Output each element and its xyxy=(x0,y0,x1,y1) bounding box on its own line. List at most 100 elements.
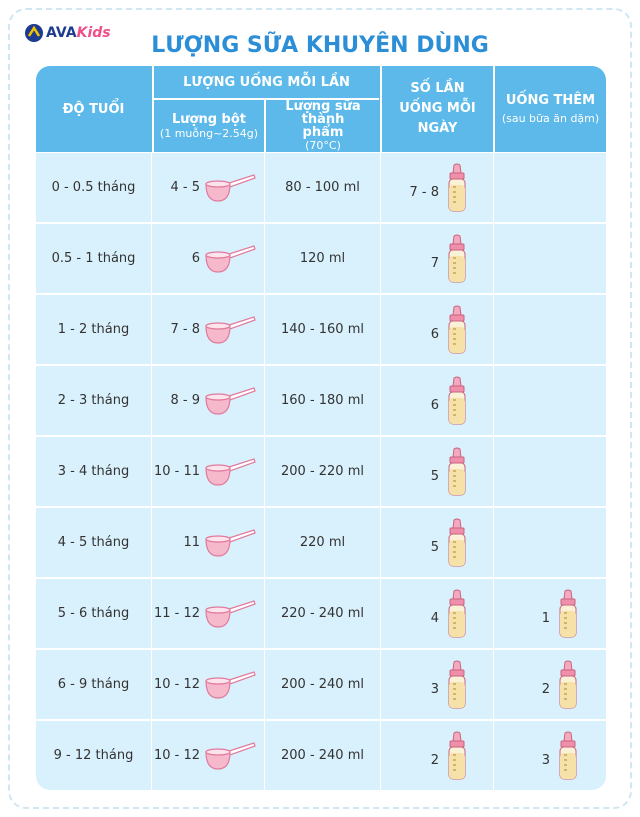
cell-bg xyxy=(265,437,380,506)
header-extra-text: UỐNG THÊM xyxy=(505,93,596,108)
feeds: 3 xyxy=(430,682,439,697)
feeds: 6 xyxy=(430,398,439,413)
milk: 160 - 180 ml xyxy=(281,393,364,408)
cell-bg xyxy=(494,295,606,364)
extra: 3 xyxy=(541,753,550,768)
feeds: 5 xyxy=(430,469,439,484)
cell-bg xyxy=(494,508,606,577)
bottle xyxy=(445,518,469,568)
header-milk-text: Lượng sữa thành phẩm xyxy=(285,99,361,140)
feeds-cell: 6 xyxy=(381,295,493,364)
scoop xyxy=(204,172,256,204)
milk: 120 ml xyxy=(299,251,346,266)
scoop xyxy=(204,669,256,701)
bottle-icon xyxy=(448,376,466,424)
cell-bg xyxy=(381,224,493,293)
powder: 4 - 5 xyxy=(170,180,201,195)
cell-bg xyxy=(36,295,151,364)
logo: AVA Kids xyxy=(24,22,111,44)
cell-bg xyxy=(265,579,380,648)
powder-cell: 4 - 5 xyxy=(152,153,264,222)
scoop xyxy=(204,314,256,346)
cell-bg xyxy=(381,437,493,506)
scoop xyxy=(204,385,256,417)
header-age: ĐỘ TUỔI xyxy=(62,101,125,117)
feeds-cell: 2 xyxy=(381,721,493,790)
scoop-icon xyxy=(205,315,256,344)
powder: 8 - 9 xyxy=(170,393,201,408)
powder-cell: 11 - 12 xyxy=(152,579,264,648)
bottle xyxy=(445,447,469,497)
scoop-icon xyxy=(205,670,256,699)
cell-bg xyxy=(381,508,493,577)
feeds: 2 xyxy=(430,753,439,768)
cell-bg xyxy=(265,721,380,790)
bottle-icon xyxy=(448,447,466,495)
cell-bg xyxy=(36,721,151,790)
powder-cell: 7 - 8 xyxy=(152,295,264,364)
powder: 10 - 11 xyxy=(153,464,200,479)
feeds-cell: 4 xyxy=(381,579,493,648)
extra: 2 xyxy=(541,682,550,697)
cell-bg xyxy=(494,721,606,790)
milk: 200 - 240 ml xyxy=(281,748,364,763)
feeds: 5 xyxy=(430,540,439,555)
header-powder-text: Lượng bột xyxy=(171,112,246,127)
age: 1 - 2 tháng xyxy=(57,322,130,337)
bottle xyxy=(445,731,469,781)
scoop-icon xyxy=(205,386,256,415)
feeds: 7 xyxy=(430,256,439,271)
extra-cell: 3 xyxy=(494,721,606,790)
scoop-icon xyxy=(205,528,256,557)
bottle-icon xyxy=(448,660,466,708)
header-extra: UỐNG THÊM (sau bữa ăn dặm) xyxy=(493,66,606,152)
feeds-cell: 6 xyxy=(381,366,493,435)
milk: 200 - 240 ml xyxy=(281,677,364,692)
cell-bg xyxy=(494,366,606,435)
extra-cell: 2 xyxy=(494,650,606,719)
logo-sub: Kids xyxy=(76,25,111,41)
powder: 7 - 8 xyxy=(170,322,201,337)
age: 0.5 - 1 tháng xyxy=(51,251,136,266)
logo-icon xyxy=(25,24,43,42)
powder: 10 - 12 xyxy=(153,677,200,692)
scoop xyxy=(204,740,256,772)
feeds-cell: 5 xyxy=(381,508,493,577)
bottle xyxy=(445,163,469,213)
logo-brand: AVA xyxy=(46,25,77,41)
scoop xyxy=(204,456,256,488)
scoop-icon xyxy=(205,599,256,628)
bottle xyxy=(556,731,580,781)
header-milk: Lượng sữa thành phẩm (70°C) xyxy=(264,100,380,152)
header-powder: Lượng bột (1 muỗng~2.54g) xyxy=(152,100,264,152)
cell-bg xyxy=(265,508,380,577)
milk: 80 - 100 ml xyxy=(285,180,360,195)
bottle xyxy=(445,589,469,639)
cell-bg xyxy=(36,650,151,719)
scoop xyxy=(204,243,256,275)
cell-bg xyxy=(494,650,606,719)
cell-bg xyxy=(494,224,606,293)
scoop-icon xyxy=(205,244,256,273)
cell-bg xyxy=(265,224,380,293)
feeds-cell: 3 xyxy=(381,650,493,719)
header-feeds: SỐ LẦN UỐNG MỖI NGÀY xyxy=(380,66,493,152)
header-bg xyxy=(36,66,606,152)
powder-cell: 8 - 9 xyxy=(152,366,264,435)
cell-bg xyxy=(381,650,493,719)
powder-cell: 11 xyxy=(152,508,264,577)
feeds: 6 xyxy=(430,327,439,342)
bottle xyxy=(445,234,469,284)
bottle-icon xyxy=(448,234,466,282)
milk: 140 - 160 ml xyxy=(281,322,364,337)
cell-bg xyxy=(265,366,380,435)
powder: 11 xyxy=(183,535,200,550)
powder: 10 - 12 xyxy=(153,748,200,763)
feeds-cell: 7 - 8 xyxy=(381,153,493,222)
cell-bg xyxy=(36,579,151,648)
age: 0 - 0.5 tháng xyxy=(51,180,136,195)
scoop xyxy=(204,527,256,559)
cell-bg xyxy=(36,366,151,435)
age: 6 - 9 tháng xyxy=(57,677,130,692)
milk: 220 ml xyxy=(299,535,346,550)
